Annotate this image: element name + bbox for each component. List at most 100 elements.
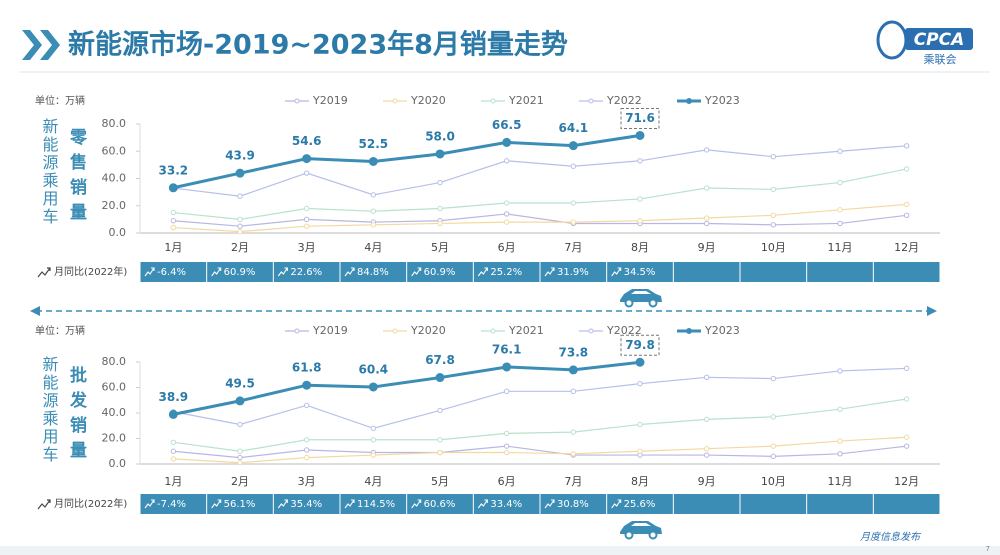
x-tick-label: 8月 xyxy=(631,475,649,488)
legend-marker xyxy=(392,328,398,334)
yoy-cell xyxy=(273,262,340,282)
data-point xyxy=(837,207,843,213)
unit-label: 单位：万辆 xyxy=(35,324,85,337)
legend-label: Y2022 xyxy=(606,94,642,107)
data-point xyxy=(503,158,510,164)
data-point xyxy=(303,223,310,229)
x-tick-label: 3月 xyxy=(298,241,316,254)
car-window xyxy=(631,523,651,526)
data-point xyxy=(437,437,443,443)
data-point xyxy=(837,406,843,412)
x-tick-label: 11月 xyxy=(828,241,853,254)
legend-marker xyxy=(490,98,496,104)
yoy-cell xyxy=(140,262,207,282)
footer-text: 月度信息发布 xyxy=(860,531,922,543)
x-tick-label: 5月 xyxy=(431,475,449,488)
legend-label: Y2021 xyxy=(508,94,544,107)
yoy-cell xyxy=(473,494,540,514)
data-point xyxy=(168,409,178,419)
data-point xyxy=(837,179,843,186)
yoy-cell xyxy=(740,494,807,514)
yoy-value: 22.6% xyxy=(290,267,322,278)
car-icon xyxy=(620,521,662,540)
data-point xyxy=(637,218,643,224)
legend-marker xyxy=(588,328,594,334)
data-point xyxy=(903,434,910,440)
yoy-cell xyxy=(607,262,673,282)
yoy-cell xyxy=(207,262,273,282)
yoy-value: 60.9% xyxy=(424,267,456,278)
data-point xyxy=(903,443,910,449)
data-point xyxy=(703,185,710,191)
data-point xyxy=(703,147,710,153)
yoy-trend-icon xyxy=(611,499,622,509)
yoy-cell xyxy=(340,494,407,514)
logo: CPCA 乘联会 xyxy=(876,20,973,66)
yoy-cell xyxy=(740,262,807,282)
logo-subtext: 乘联会 xyxy=(924,53,957,66)
yoy-cell xyxy=(673,494,740,514)
data-point xyxy=(503,388,510,395)
x-tick-label: 7月 xyxy=(564,475,582,488)
side-label: 新能源乘用车 xyxy=(40,356,59,464)
data-point xyxy=(503,443,510,449)
data-label: 79.8 xyxy=(625,338,655,352)
data-point xyxy=(703,446,710,452)
yoy-cell xyxy=(540,494,607,514)
yoy-trend-icon xyxy=(544,267,555,277)
data-point xyxy=(703,220,710,227)
yoy-icon xyxy=(37,267,51,278)
data-point xyxy=(770,222,777,228)
data-point xyxy=(437,220,443,227)
yoy-value: 25.6% xyxy=(624,499,656,510)
yoy-cell xyxy=(207,494,273,514)
legend-label: Y2023 xyxy=(704,94,740,107)
yoy-cell xyxy=(407,494,473,514)
data-point xyxy=(370,425,377,431)
chart-title: 零售销量 xyxy=(66,128,88,228)
data-point xyxy=(570,451,577,457)
data-point xyxy=(170,448,177,454)
legend-marker xyxy=(686,98,692,104)
logo-text: CPCA xyxy=(914,30,965,50)
yoy-value: 31.9% xyxy=(557,267,589,278)
legend-marker xyxy=(294,328,300,334)
y-tick-label: 20.0 xyxy=(102,432,127,445)
yoy-cell xyxy=(473,262,540,282)
yoy-trend-icon xyxy=(477,499,488,509)
x-tick-label: 4月 xyxy=(364,475,382,488)
yoy-trend-icon xyxy=(477,267,488,277)
data-point xyxy=(303,205,310,212)
legend-marker xyxy=(686,328,692,334)
data-point xyxy=(570,388,577,395)
series-line xyxy=(173,203,907,233)
footer-band xyxy=(0,546,1000,555)
x-tick-label: 5月 xyxy=(431,241,449,254)
data-point xyxy=(837,451,843,457)
data-point xyxy=(303,437,310,443)
car-wheel xyxy=(648,298,658,308)
chart-title: 批发销量 xyxy=(66,365,88,466)
data-point xyxy=(435,373,445,383)
data-point xyxy=(170,456,177,462)
data-point xyxy=(770,154,777,160)
data-point xyxy=(437,449,443,456)
data-point xyxy=(570,429,577,435)
car-wheel xyxy=(624,298,634,308)
legend-label: Y2020 xyxy=(410,324,446,337)
data-point xyxy=(503,219,510,225)
x-tick-label: 3月 xyxy=(298,475,316,488)
yoy-value: 114.5% xyxy=(357,499,395,510)
data-point xyxy=(903,143,910,149)
yoy-icon xyxy=(37,499,51,510)
yoy-value: 30.8% xyxy=(557,499,589,510)
series-line xyxy=(173,213,907,227)
legend-marker xyxy=(490,328,496,334)
y-tick-label: 0.0 xyxy=(109,226,127,239)
data-point xyxy=(770,212,777,218)
yoy-trend-icon xyxy=(344,267,355,277)
data-point xyxy=(903,201,910,208)
yoy-trend-icon xyxy=(277,499,288,509)
label-highlight xyxy=(620,107,660,129)
y-tick-label: 40.0 xyxy=(102,406,127,419)
